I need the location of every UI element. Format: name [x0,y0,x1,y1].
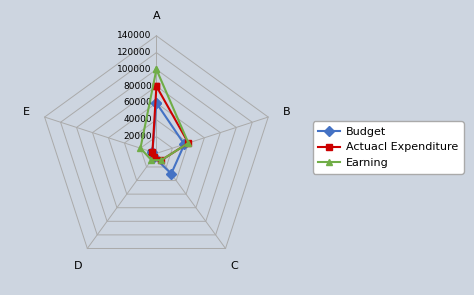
Text: 140000: 140000 [118,31,152,40]
Text: B: B [283,107,291,117]
Text: D: D [74,261,82,271]
Text: 20000: 20000 [123,132,152,141]
Text: C: C [231,261,238,271]
Text: 60000: 60000 [123,99,152,107]
Text: 120000: 120000 [118,48,152,57]
Text: A: A [153,11,160,21]
Legend: Budget, Actuacl Expenditure, Earning: Budget, Actuacl Expenditure, Earning [312,121,464,174]
Text: 40000: 40000 [123,115,152,124]
Text: 0: 0 [146,149,152,158]
Text: E: E [23,107,30,117]
Text: 100000: 100000 [117,65,152,74]
Text: 80000: 80000 [123,82,152,91]
